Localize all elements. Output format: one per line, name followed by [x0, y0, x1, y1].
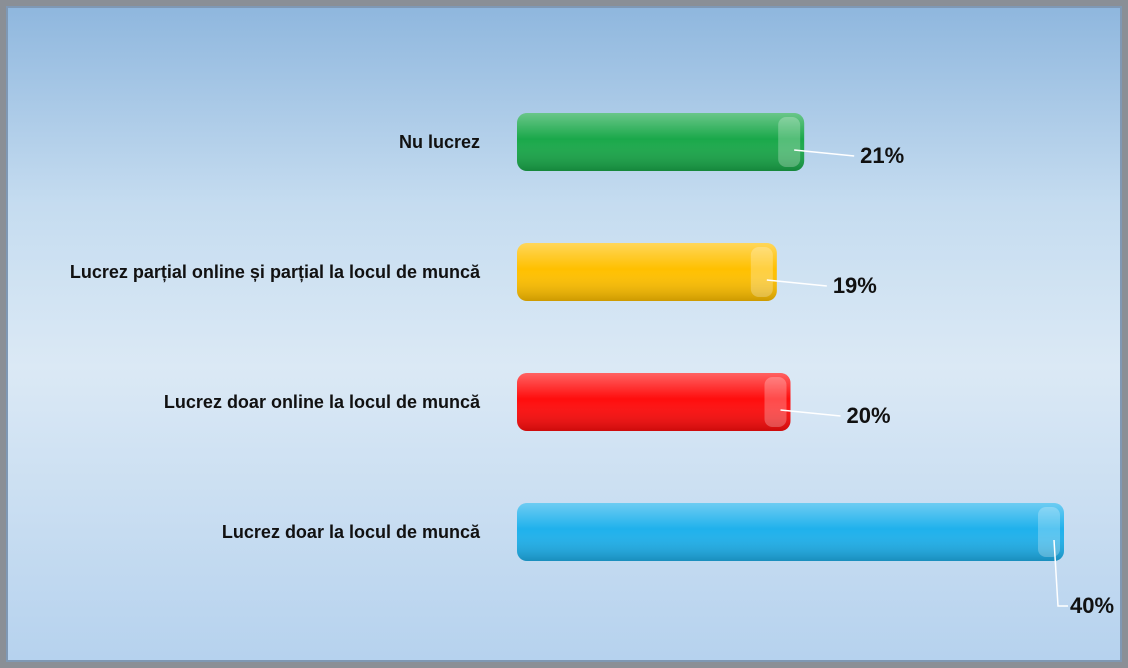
bar-cap [764, 377, 787, 427]
bar-shine [517, 373, 791, 431]
value-label: 21% [860, 143, 905, 168]
bar-shine [517, 243, 777, 301]
category-label-box: Lucrez doar la locul de muncă [18, 492, 480, 572]
leader-line [780, 409, 841, 417]
bar-cap [750, 247, 773, 297]
category-label-box: Nu lucrez [18, 102, 480, 182]
category-label: Lucrez parțial online și parțial la locu… [69, 262, 480, 282]
category-label: Lucrez doar online la locul de muncă [163, 392, 480, 412]
chart [517, 113, 1068, 607]
category-label: Nu lucrez [398, 132, 480, 152]
category-label-box: Lucrez parțial online și parțial la locu… [18, 232, 480, 312]
category-label: Lucrez doar la locul de muncă [221, 522, 480, 542]
bar-cap [1038, 507, 1060, 557]
bar-shine [517, 503, 1064, 561]
chart-panel: Nu lucrez 21% Lucrez parțial online și par… [6, 6, 1122, 662]
bar-shine [517, 113, 805, 171]
leader-line [794, 149, 855, 157]
leader-line [1053, 539, 1068, 607]
category-label-box: Lucrez doar online la locul de muncă [18, 362, 480, 442]
value-label: 19% [832, 273, 877, 298]
value-label: 40% [1070, 593, 1115, 618]
bar-cap [778, 117, 801, 167]
leader-line [766, 279, 827, 287]
value-label: 20% [846, 403, 891, 428]
